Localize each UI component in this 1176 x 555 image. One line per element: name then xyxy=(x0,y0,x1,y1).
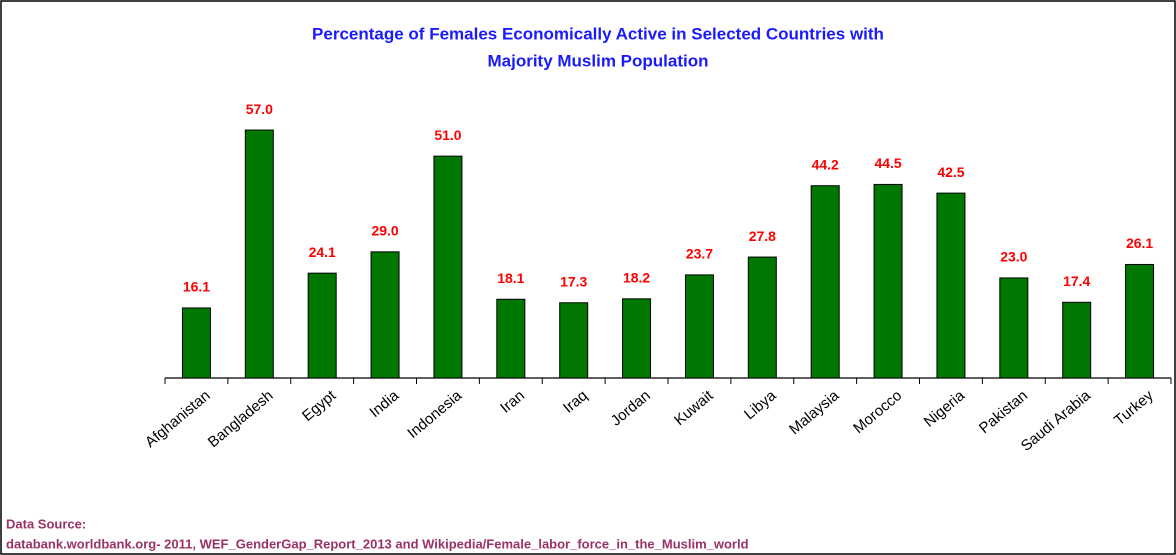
bar xyxy=(244,129,274,379)
value-label: 57.0 xyxy=(246,101,273,117)
value-label: 29.0 xyxy=(371,223,398,239)
value-label: 18.1 xyxy=(497,270,524,286)
bar xyxy=(181,307,211,379)
value-label: 18.2 xyxy=(623,270,650,286)
value-label: 16.1 xyxy=(183,279,210,295)
bar xyxy=(684,274,714,379)
bar xyxy=(1062,301,1092,379)
value-label: 23.0 xyxy=(1000,249,1027,265)
source: databank.worldbank.org- 2011, WEF_Gender… xyxy=(6,536,749,551)
value-label: 17.3 xyxy=(560,273,587,289)
bar xyxy=(559,302,589,379)
chart-title: Percentage of Females Economically Activ… xyxy=(312,24,884,43)
value-label: 42.5 xyxy=(937,164,964,180)
bar xyxy=(370,251,400,379)
bar xyxy=(936,192,966,379)
value-label: 23.7 xyxy=(686,246,713,262)
bar xyxy=(747,256,777,379)
bar xyxy=(873,183,903,379)
bar xyxy=(496,298,526,379)
value-label: 17.4 xyxy=(1063,273,1090,289)
bar xyxy=(1125,263,1155,379)
bar xyxy=(622,298,652,379)
chart-title: Majority Muslim Population xyxy=(487,51,708,70)
value-label: 24.1 xyxy=(309,244,336,260)
value-label: 26.1 xyxy=(1126,235,1153,251)
bar xyxy=(307,272,337,379)
bar xyxy=(999,277,1029,379)
value-label: 44.5 xyxy=(874,155,901,171)
value-label: 44.2 xyxy=(812,156,839,172)
value-label: 27.8 xyxy=(749,228,776,244)
source-label: Data Source: xyxy=(6,516,86,531)
bar xyxy=(433,155,463,379)
value-label: 51.0 xyxy=(434,127,461,143)
bar xyxy=(810,185,840,379)
